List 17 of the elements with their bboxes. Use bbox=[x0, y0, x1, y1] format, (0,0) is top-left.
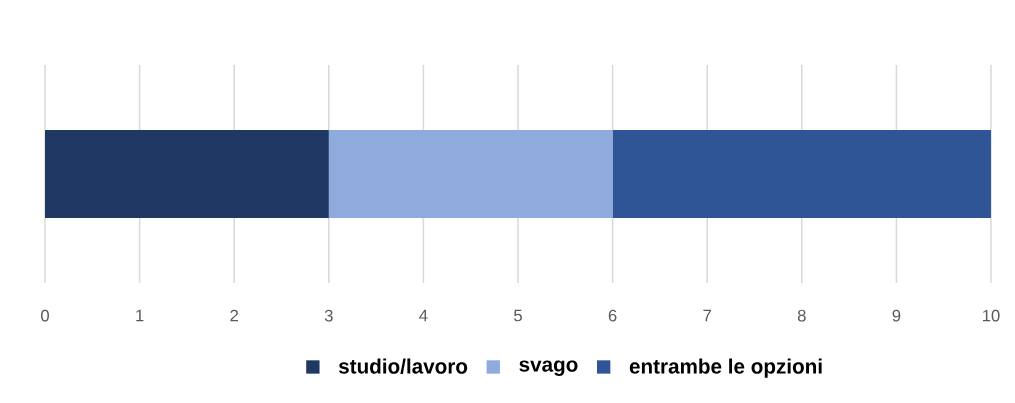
x-tick-label: 0 bbox=[41, 309, 49, 322]
x-tick-label: 9 bbox=[892, 309, 901, 322]
x-tick-label: 2 bbox=[230, 309, 238, 322]
x-tick-label: 5 bbox=[514, 309, 522, 322]
legend-label: studio/lavoro bbox=[338, 358, 468, 374]
bar bbox=[45, 129, 329, 218]
legend-label: entrambe le opzioni bbox=[629, 358, 822, 378]
legend-label: svago bbox=[519, 360, 578, 376]
x-tick-label: 1 bbox=[136, 309, 144, 322]
bar bbox=[612, 129, 991, 218]
x-tick-label: 8 bbox=[797, 309, 806, 322]
x-tick-label: 4 bbox=[419, 309, 428, 322]
x-tick-label: 3 bbox=[324, 309, 333, 322]
x-tick-label: 10 bbox=[983, 309, 1000, 322]
x-tick-label: 7 bbox=[703, 309, 711, 322]
x-tick-label: 6 bbox=[608, 309, 617, 322]
bar bbox=[328, 129, 613, 218]
